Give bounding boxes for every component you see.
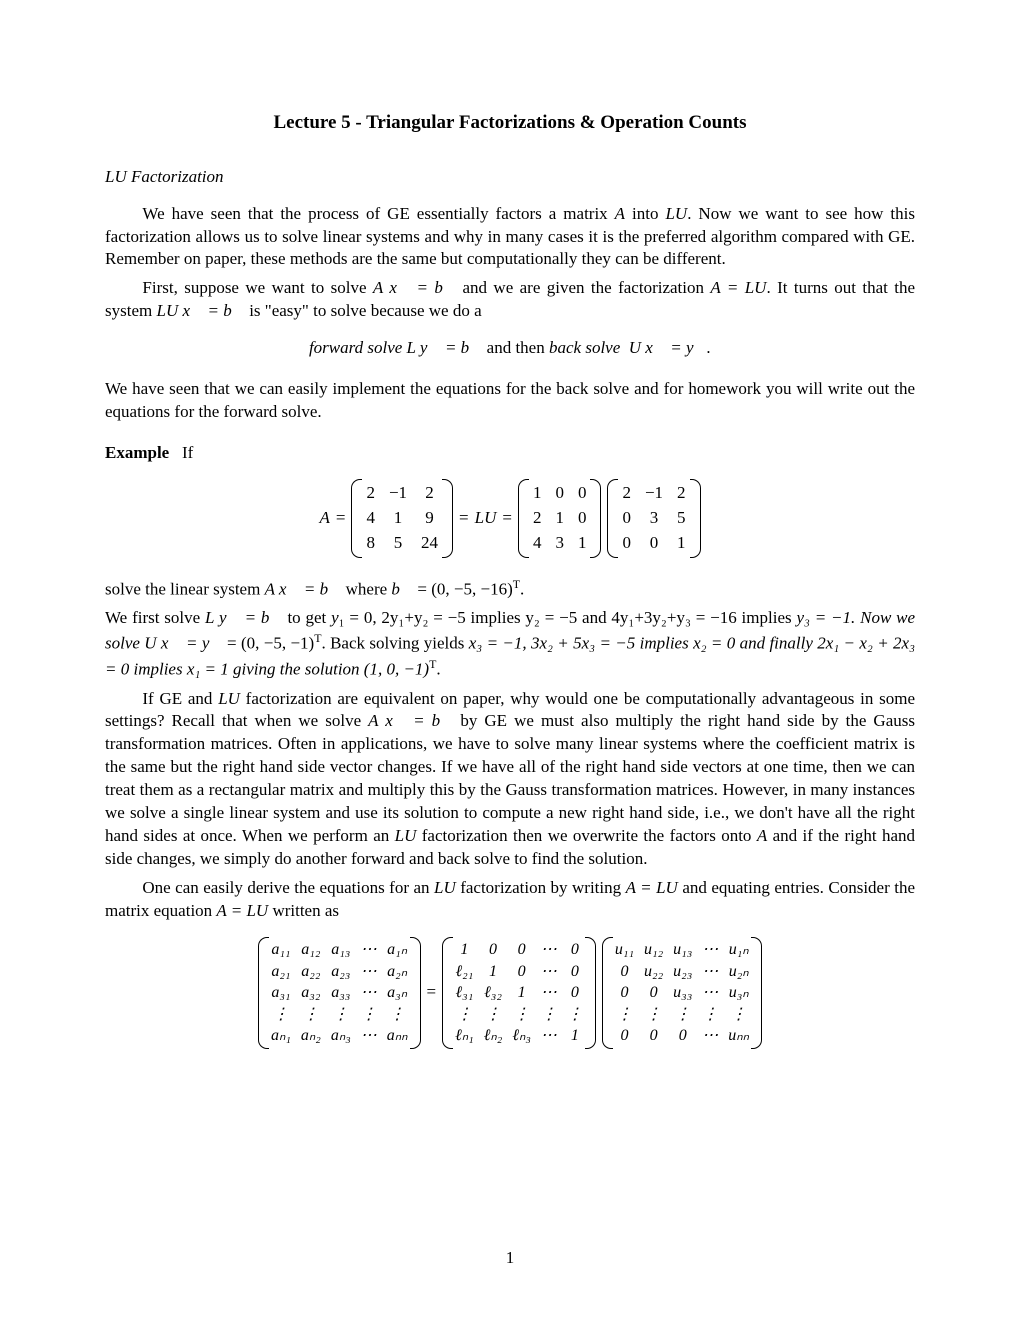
- paragraph-5: We first solve L y⃗ = b⃗ to get y₁ = 0, …: [105, 607, 915, 681]
- text: .: [436, 660, 440, 679]
- equation-general-LU: a₁₁a₁₂a₁₃⋯a₁ₙa₂₁a₂₂a₂₃⋯a₂ₙa₃₁a₃₂a₃₃⋯a₃ₙ⋮…: [105, 937, 915, 1049]
- page-number: 1: [0, 1247, 1020, 1270]
- text: into: [625, 204, 665, 223]
- text: We first solve: [105, 608, 205, 627]
- lecture-title: Lecture 5 - Triangular Factorizations & …: [105, 110, 915, 136]
- text: implies: [737, 608, 797, 627]
- eq-Ux-y: U x⃗ = y⃗: [144, 634, 222, 653]
- eq-LUx-b: LU x⃗ = b⃗: [156, 301, 244, 320]
- page: Lecture 5 - Triangular Factorizations & …: [0, 0, 1020, 1320]
- eq-Ly-b: L y⃗ = b⃗: [407, 338, 483, 357]
- superscript-T: T: [513, 577, 520, 591]
- var-LU: LU: [434, 878, 456, 897]
- text-forward-solve: forward solve: [309, 338, 407, 357]
- text: If GE and: [142, 689, 218, 708]
- example-label: Example: [105, 443, 169, 462]
- var-LU: LU: [218, 689, 240, 708]
- text: y: [331, 608, 339, 627]
- var-LU: LU: [395, 826, 417, 845]
- text-and-then: and then: [482, 338, 549, 357]
- text: = (0, −5, −1): [223, 634, 315, 653]
- eq-Ax-b: A x⃗ = b⃗: [368, 711, 453, 730]
- var-LU: LU: [475, 507, 497, 530]
- text: One can easily derive the equations for …: [142, 878, 434, 897]
- text: and we are given the factorization: [456, 278, 710, 297]
- matrix-U: 2−12035001: [607, 479, 700, 558]
- text: .: [520, 579, 524, 598]
- paragraph-4: solve the linear system A x⃗ = b⃗ where …: [105, 576, 915, 602]
- eq-Ux-y: U x⃗ = y⃗.: [629, 338, 711, 357]
- matrix-L: 100210431: [518, 479, 602, 558]
- text: is "easy" to solve because we do a: [245, 301, 482, 320]
- var-A: A: [615, 204, 625, 223]
- text: solve the linear system: [105, 579, 265, 598]
- text: factorization by writing: [456, 878, 626, 897]
- text: factorization then we overwrite the fact…: [416, 826, 756, 845]
- text-back-solve: back solve: [549, 338, 625, 357]
- eq-Ax-b: A x⃗ = b⃗: [373, 278, 456, 297]
- matrix-big-A: a₁₁a₁₂a₁₃⋯a₁ₙa₂₁a₂₂a₂₃⋯a₂ₙa₃₁a₃₂a₃₃⋯a₃ₙ⋮…: [258, 937, 421, 1049]
- text: ₁ = 0, 2y₁+y₂ = −5 implies y₂ = −5 and 4…: [339, 608, 737, 627]
- paragraph-1: We have seen that the process of GE esse…: [105, 203, 915, 272]
- section-lu-factorization: LU Factorization: [105, 166, 915, 189]
- eq-Ly-b: L y⃗ = b⃗: [205, 608, 283, 627]
- text: written as: [268, 901, 339, 920]
- example-if: If: [182, 443, 193, 462]
- text: where: [341, 579, 391, 598]
- paragraph-6: If GE and LU factorization are equivalen…: [105, 688, 915, 872]
- equals: =: [427, 981, 437, 1004]
- var-A: A: [757, 826, 767, 845]
- text: First, suppose we want to solve: [142, 278, 373, 297]
- matrix-A: 2−124198524: [351, 479, 453, 558]
- equals: =: [459, 507, 469, 530]
- equation-forward-back-solve: forward solve L y⃗ = b⃗ and then back so…: [105, 337, 915, 360]
- equals: =: [336, 507, 346, 530]
- eq-Ax-b: A x⃗ = b⃗: [265, 579, 342, 598]
- eq-A-LU: A = LU: [626, 878, 678, 897]
- text: We have seen that the process of GE esse…: [142, 204, 614, 223]
- var-A: A: [319, 507, 329, 530]
- eq-A-LU: A = LU: [216, 901, 268, 920]
- paragraph-2: First, suppose we want to solve A x⃗ = b…: [105, 277, 915, 323]
- var-b: b⃗: [391, 579, 413, 598]
- var-LU: LU: [665, 204, 687, 223]
- text: to get: [283, 608, 332, 627]
- matrix-big-U: u₁₁u₁₂u₁₃⋯u₁ₙ0u₂₂u₂₃⋯u₂ₙ00u₃₃⋯u₃ₙ⋮⋮⋮⋮⋮00…: [602, 937, 762, 1049]
- eq-A-LU: A = LU: [710, 278, 766, 297]
- equals: =: [502, 507, 512, 530]
- paragraph-3: We have seen that we can easily implemen…: [105, 378, 915, 424]
- text: . Back solving yields: [321, 634, 468, 653]
- example-heading: Example If: [105, 442, 915, 465]
- matrix-big-L: 100⋯0ℓ₂₁10⋯0ℓ₃₁ℓ₃₂1⋯0⋮⋮⋮⋮⋮ℓₙ₁ℓₙ₂ℓₙ₃⋯1: [442, 937, 596, 1049]
- paragraph-7: One can easily derive the equations for …: [105, 877, 915, 923]
- text: = (0, −5, −16): [413, 579, 513, 598]
- equation-A-LU-matrices: A = 2−124198524 = LU = 100210431 2−12035…: [105, 479, 915, 558]
